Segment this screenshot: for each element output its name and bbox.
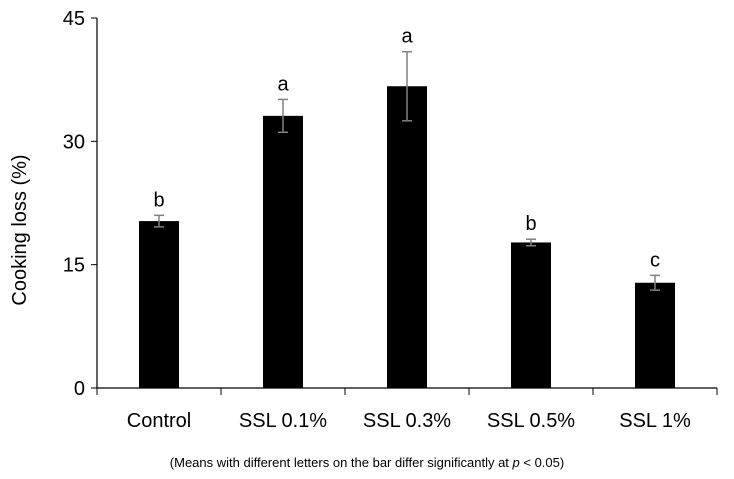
y-tick-label: 30 <box>63 131 85 153</box>
footnote: (Means with different letters on the bar… <box>0 455 734 470</box>
bar <box>263 115 303 388</box>
y-tick-label: 0 <box>74 378 85 400</box>
significance-letter: b <box>153 189 164 211</box>
bar <box>511 242 551 388</box>
footnote-suffix: < 0.05) <box>519 455 565 470</box>
x-tick-label: SSL 1% <box>619 410 691 432</box>
significance-letter: a <box>401 26 413 48</box>
bar <box>387 86 427 388</box>
y-axis-label: Cooking loss (%) <box>9 154 31 305</box>
error-bars <box>154 50 660 291</box>
x-tick-labels: Control SSL 0.1% SSL 0.3% SSL 0.5% SSL 1% <box>127 410 691 432</box>
significance-letter: c <box>650 249 660 271</box>
y-tick-labels: 0 15 30 45 <box>63 8 85 400</box>
y-tick-label: 45 <box>63 8 85 30</box>
x-tick-label: SSL 0.5% <box>487 410 575 432</box>
significance-letter: b <box>525 213 536 235</box>
bar <box>635 282 675 388</box>
y-tick-label: 15 <box>63 255 85 277</box>
x-tick-label: SSL 0.3% <box>363 410 451 432</box>
bars <box>139 86 675 388</box>
significance-letter: a <box>277 73 289 95</box>
x-tick-label: Control <box>127 410 191 432</box>
significance-letters: b a a b c <box>153 26 660 272</box>
x-tick-label: SSL 0.1% <box>239 410 327 432</box>
bar <box>139 221 179 388</box>
footnote-prefix: (Means with different letters on the bar… <box>169 455 513 470</box>
footnote-p: p <box>512 455 520 470</box>
